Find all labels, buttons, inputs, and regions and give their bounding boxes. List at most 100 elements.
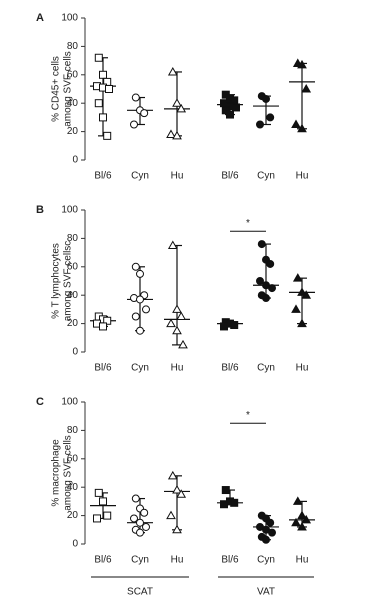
x-tick-label: Cyn [131, 171, 149, 182]
data-point [226, 110, 234, 119]
x-tick-label: Cyn [131, 363, 149, 374]
data-point [167, 66, 178, 76]
data-point [221, 90, 230, 99]
x-tick-label: Bl/6 [94, 555, 112, 566]
data-point [131, 494, 140, 503]
x-tick-label: Bl/6 [94, 363, 112, 374]
y-tick-label: 40 [67, 482, 79, 493]
data-point [167, 470, 178, 480]
y-tick-label: 0 [72, 155, 78, 166]
x-tick-label: Bl/6 [221, 171, 239, 182]
data-point [99, 113, 107, 122]
data-point [297, 123, 307, 133]
data-point [94, 488, 103, 497]
y-tick-label: 60 [67, 261, 79, 272]
data-point [268, 284, 276, 293]
data-point [301, 83, 312, 93]
data-point [172, 304, 182, 313]
data-point [297, 287, 307, 296]
y-tick-label: 100 [61, 397, 78, 408]
data-point [166, 129, 176, 138]
data-point [256, 277, 264, 285]
data-point [99, 70, 107, 79]
data-point [172, 130, 182, 140]
data-point [257, 240, 266, 249]
data-point [297, 521, 307, 531]
data-point [94, 53, 103, 62]
y-tick-label: 100 [61, 13, 78, 24]
data-point [176, 489, 187, 498]
data-point [262, 535, 270, 544]
x-tick-label: Hu [296, 555, 309, 566]
data-point [268, 528, 276, 537]
x-tick-label: Cyn [257, 555, 275, 566]
data-point [301, 514, 312, 524]
x-tick-label: Cyn [257, 171, 275, 182]
y-tick-label: 60 [67, 453, 79, 464]
data-point [297, 510, 307, 520]
data-point [301, 290, 312, 299]
data-point [232, 103, 240, 112]
x-tick-label: Cyn [131, 555, 149, 566]
data-point [292, 273, 303, 282]
data-point [291, 517, 301, 527]
data-point [166, 510, 176, 520]
y-tick-label: 0 [72, 347, 78, 358]
x-tick-label: Bl/6 [94, 171, 112, 182]
data-point [172, 325, 182, 335]
data-point [140, 508, 149, 517]
data-point [221, 486, 230, 495]
y-tick-label: 20 [67, 510, 79, 521]
data-point [297, 318, 307, 328]
y-axis-label: % T lymphocytes [51, 243, 62, 319]
y-tick-label: 40 [67, 98, 79, 109]
data-point [266, 518, 275, 527]
data-point [136, 295, 144, 304]
significance-label: * [246, 410, 250, 421]
data-point [172, 524, 182, 534]
y-axis-label: among SVF cells [63, 51, 74, 127]
y-tick-label: 40 [67, 290, 79, 301]
data-point [262, 294, 270, 303]
y-tick-label: 20 [67, 126, 79, 137]
data-point [291, 119, 301, 128]
data-point [93, 514, 101, 523]
data-point [292, 496, 303, 505]
data-point [220, 500, 228, 509]
x-tick-label: Bl/6 [221, 363, 239, 374]
data-point [103, 316, 112, 325]
y-tick-label: 0 [72, 539, 78, 550]
x-tick-label: Hu [171, 171, 184, 182]
x-tick-label: Hu [296, 363, 309, 374]
data-point [178, 339, 188, 349]
data-point [167, 240, 178, 249]
data-point [136, 326, 144, 335]
y-axis-label: among SVF cellsc [63, 241, 74, 322]
data-point [166, 318, 176, 328]
data-point [130, 514, 138, 523]
data-point [99, 497, 107, 506]
data-point [266, 259, 275, 268]
data-point [172, 485, 182, 494]
y-axis-label: among SVF cells [63, 435, 74, 511]
x-tick-label: Hu [171, 555, 184, 566]
data-point [262, 94, 270, 103]
data-point [142, 522, 150, 531]
data-point [266, 113, 275, 122]
data-point [131, 262, 140, 271]
data-point [140, 109, 149, 118]
y-tick-label: 20 [67, 318, 79, 329]
group-label: SCAT [127, 587, 153, 598]
panel-label: A [36, 12, 44, 24]
data-point [172, 98, 182, 107]
significance-label: * [246, 218, 250, 229]
data-point [230, 498, 239, 507]
data-point [103, 511, 112, 520]
data-point [131, 93, 140, 102]
data-point [176, 103, 187, 113]
data-point [136, 528, 144, 537]
y-tick-label: 100 [61, 205, 78, 216]
data-point [130, 120, 138, 129]
group-label: VAT [257, 587, 275, 598]
